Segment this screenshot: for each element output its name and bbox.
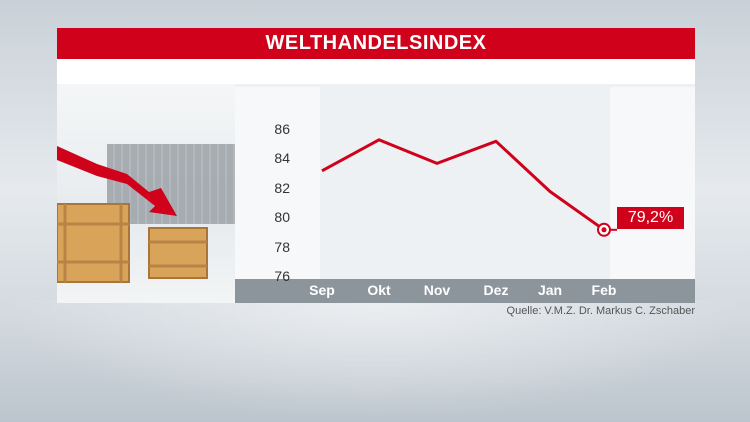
y-tick-label: 82	[274, 179, 290, 196]
x-tick-label: Nov	[423, 282, 451, 298]
source-note: Quelle: V.M.Z. Dr. Markus C. Zschaber	[506, 305, 695, 317]
plot-band	[235, 87, 320, 279]
plot-band	[610, 87, 695, 279]
y-tick-label: 80	[274, 209, 290, 225]
large-crate-icon	[57, 203, 130, 283]
x-tick-label: Sep	[309, 282, 335, 298]
y-tick-label: 86	[274, 120, 290, 137]
series-line	[321, 138, 605, 232]
subtitle-strip	[57, 59, 695, 84]
illustration	[57, 84, 235, 303]
y-tick-label: 76	[274, 268, 290, 284]
x-tick-label: Feb	[591, 282, 617, 298]
falling-arrow-icon	[57, 146, 177, 216]
x-tick-label: Jan	[537, 282, 563, 298]
x-axis-bar	[235, 279, 695, 303]
title-bar: WELTHANDELSINDEX	[57, 28, 695, 59]
crates-and-arrow-image	[57, 146, 208, 283]
end-point-dot	[601, 227, 607, 233]
chart-title: WELTHANDELSINDEX	[265, 32, 487, 54]
x-tick-label: Okt	[367, 282, 391, 298]
y-tick-label: 84	[274, 150, 290, 166]
background-glow	[0, 300, 750, 422]
last-value-label: 79,2%	[617, 207, 684, 229]
x-tick-label: Dez	[483, 282, 509, 298]
y-tick-label: 78	[274, 238, 290, 255]
small-crate-icon	[148, 227, 208, 279]
